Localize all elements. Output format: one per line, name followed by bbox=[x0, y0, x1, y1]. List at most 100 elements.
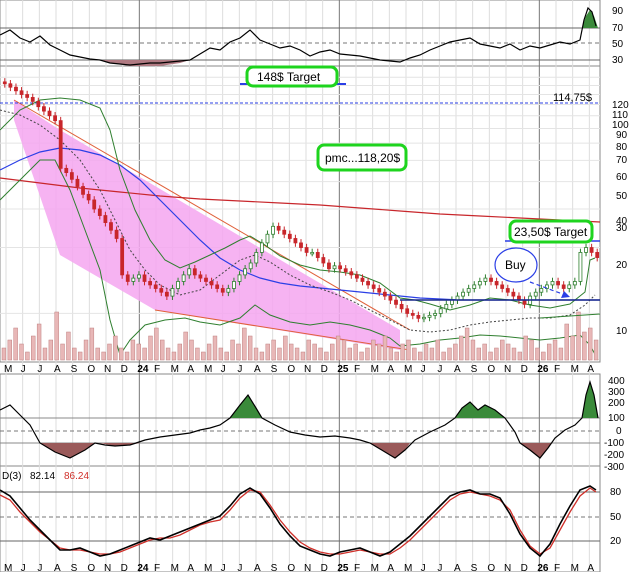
candle-body-93 bbox=[522, 299, 527, 305]
month-label-29: O bbox=[487, 364, 495, 375]
stoch-k-line-black bbox=[0, 485, 597, 558]
candle-body-63 bbox=[354, 274, 359, 279]
candle-body-59 bbox=[332, 265, 337, 270]
month-label-27: A bbox=[454, 364, 461, 375]
candle-body-35 bbox=[198, 274, 203, 279]
price-tick-80: 80 bbox=[616, 142, 628, 153]
volume-bar-38 bbox=[224, 351, 229, 361]
momentum-fill-neg-2 bbox=[100, 443, 140, 446]
volume-bar-91 bbox=[535, 347, 540, 361]
candle-body-106 bbox=[595, 252, 600, 258]
month-label-bottom-0: M bbox=[4, 563, 12, 572]
volume-bar-55 bbox=[324, 351, 329, 361]
volume-bar-20 bbox=[119, 347, 124, 361]
volume-bar-48 bbox=[283, 335, 288, 361]
volume-bar-72 bbox=[423, 343, 429, 361]
candle-body-33 bbox=[187, 268, 192, 276]
pmc-box bbox=[316, 143, 408, 172]
month-label-14: J bbox=[237, 364, 242, 375]
candle-body-74 bbox=[416, 314, 421, 319]
candle-body-73 bbox=[410, 313, 415, 316]
price-tick-40: 40 bbox=[616, 216, 628, 227]
month-label-bottom-29: O bbox=[487, 563, 495, 572]
volume-bar-59 bbox=[347, 347, 353, 361]
volume-bar-19 bbox=[113, 335, 118, 361]
price-candles bbox=[2, 78, 600, 323]
candle-body-36 bbox=[204, 277, 208, 282]
volume-bar-25 bbox=[148, 335, 153, 361]
candle-body-31 bbox=[176, 281, 180, 289]
top-tick-50: 50 bbox=[612, 39, 624, 50]
candle-body-8 bbox=[47, 110, 52, 117]
month-label-bottom-2: J bbox=[37, 563, 42, 572]
month-label-8: 24 bbox=[137, 364, 149, 375]
candle-body-76 bbox=[427, 314, 432, 318]
candle-body-26 bbox=[148, 281, 153, 286]
volume-bar-78 bbox=[459, 335, 464, 361]
candle-body-97 bbox=[545, 284, 549, 289]
volume-bar-61 bbox=[359, 351, 364, 361]
volume-bar-65 bbox=[382, 335, 388, 361]
stoch-tick-50: 50 bbox=[610, 512, 622, 523]
volume-bar-30 bbox=[177, 343, 182, 361]
volume-bar-96 bbox=[564, 323, 569, 361]
month-label-bottom-9: F bbox=[154, 563, 160, 572]
candle-body-91 bbox=[511, 291, 516, 297]
candle-body-98 bbox=[550, 281, 555, 286]
candle-body-68 bbox=[382, 291, 387, 297]
month-axis-bottom: M J J A S O N D 24 F M A M J J A S O N D 25 F M A M J J A S O N D 26 F M A bbox=[4, 563, 594, 572]
month-label-bottom-16: S bbox=[271, 563, 278, 572]
candle-body-55 bbox=[310, 252, 315, 255]
momentum-fill-pos-1 bbox=[230, 395, 262, 418]
month-label-24: M bbox=[404, 364, 412, 375]
month-label-bottom-15: A bbox=[254, 563, 261, 572]
candle-body-60 bbox=[338, 265, 343, 270]
mom-tick-400: 400 bbox=[608, 376, 625, 387]
buy-ellipse bbox=[494, 247, 538, 283]
volume-bar-31 bbox=[183, 331, 188, 361]
candle-body-4 bbox=[25, 94, 30, 98]
top-indicator-line bbox=[0, 6, 597, 66]
momentum-axis: 400 300 200 100 0 -100 -200 -300 bbox=[604, 376, 625, 473]
volume-bar-52 bbox=[306, 339, 311, 361]
volume-bar-89 bbox=[523, 335, 528, 361]
candle-body-83 bbox=[466, 288, 471, 293]
volume-bar-27 bbox=[160, 339, 165, 361]
candle-body-2 bbox=[14, 86, 18, 92]
candle-body-99 bbox=[556, 281, 560, 286]
candle-body-90 bbox=[505, 288, 510, 293]
month-label-2: J bbox=[37, 364, 42, 375]
candle-body-1 bbox=[8, 83, 13, 88]
month-axis: M J J A S O N D 24 F M A M J J A S O N D 25 F M A M J J A S O N D 26 F M A bbox=[4, 364, 594, 375]
month-label-11: A bbox=[187, 364, 194, 375]
month-label-bottom-34: M bbox=[571, 563, 579, 572]
month-label-bottom-5: O bbox=[87, 563, 95, 572]
month-label-bottom-3: A bbox=[54, 563, 61, 572]
volume-bar-69 bbox=[406, 339, 411, 361]
volume-bar-80 bbox=[470, 339, 476, 361]
volume-bar-46 bbox=[271, 339, 276, 361]
stoch-tick-80: 80 bbox=[610, 487, 622, 498]
volume-bar-53 bbox=[312, 343, 317, 361]
candle-body-54 bbox=[304, 247, 309, 253]
momentum-fill-pos-3 bbox=[582, 382, 598, 418]
volume-bar-40 bbox=[236, 343, 241, 361]
candle-body-34 bbox=[192, 268, 197, 276]
month-label-bottom-6: N bbox=[104, 563, 111, 572]
volume-bar-17 bbox=[101, 351, 106, 361]
volume-bar-93 bbox=[546, 343, 552, 361]
month-label-9: F bbox=[154, 364, 160, 375]
candle-body-46 bbox=[259, 242, 264, 253]
candle-body-58 bbox=[327, 262, 331, 270]
candle-body-89 bbox=[500, 284, 505, 289]
month-label-32: 26 bbox=[537, 364, 549, 375]
volume-bar-90 bbox=[529, 339, 534, 361]
target-23-label: 23,50$ Target bbox=[514, 225, 588, 239]
volume-bar-45 bbox=[265, 343, 270, 361]
candle-body-24 bbox=[137, 274, 141, 279]
momentum-fill-neg-1 bbox=[40, 443, 95, 458]
top-indicator-fill-high bbox=[582, 10, 598, 28]
volume-bar-35 bbox=[206, 343, 212, 361]
candle-body-85 bbox=[477, 281, 482, 286]
